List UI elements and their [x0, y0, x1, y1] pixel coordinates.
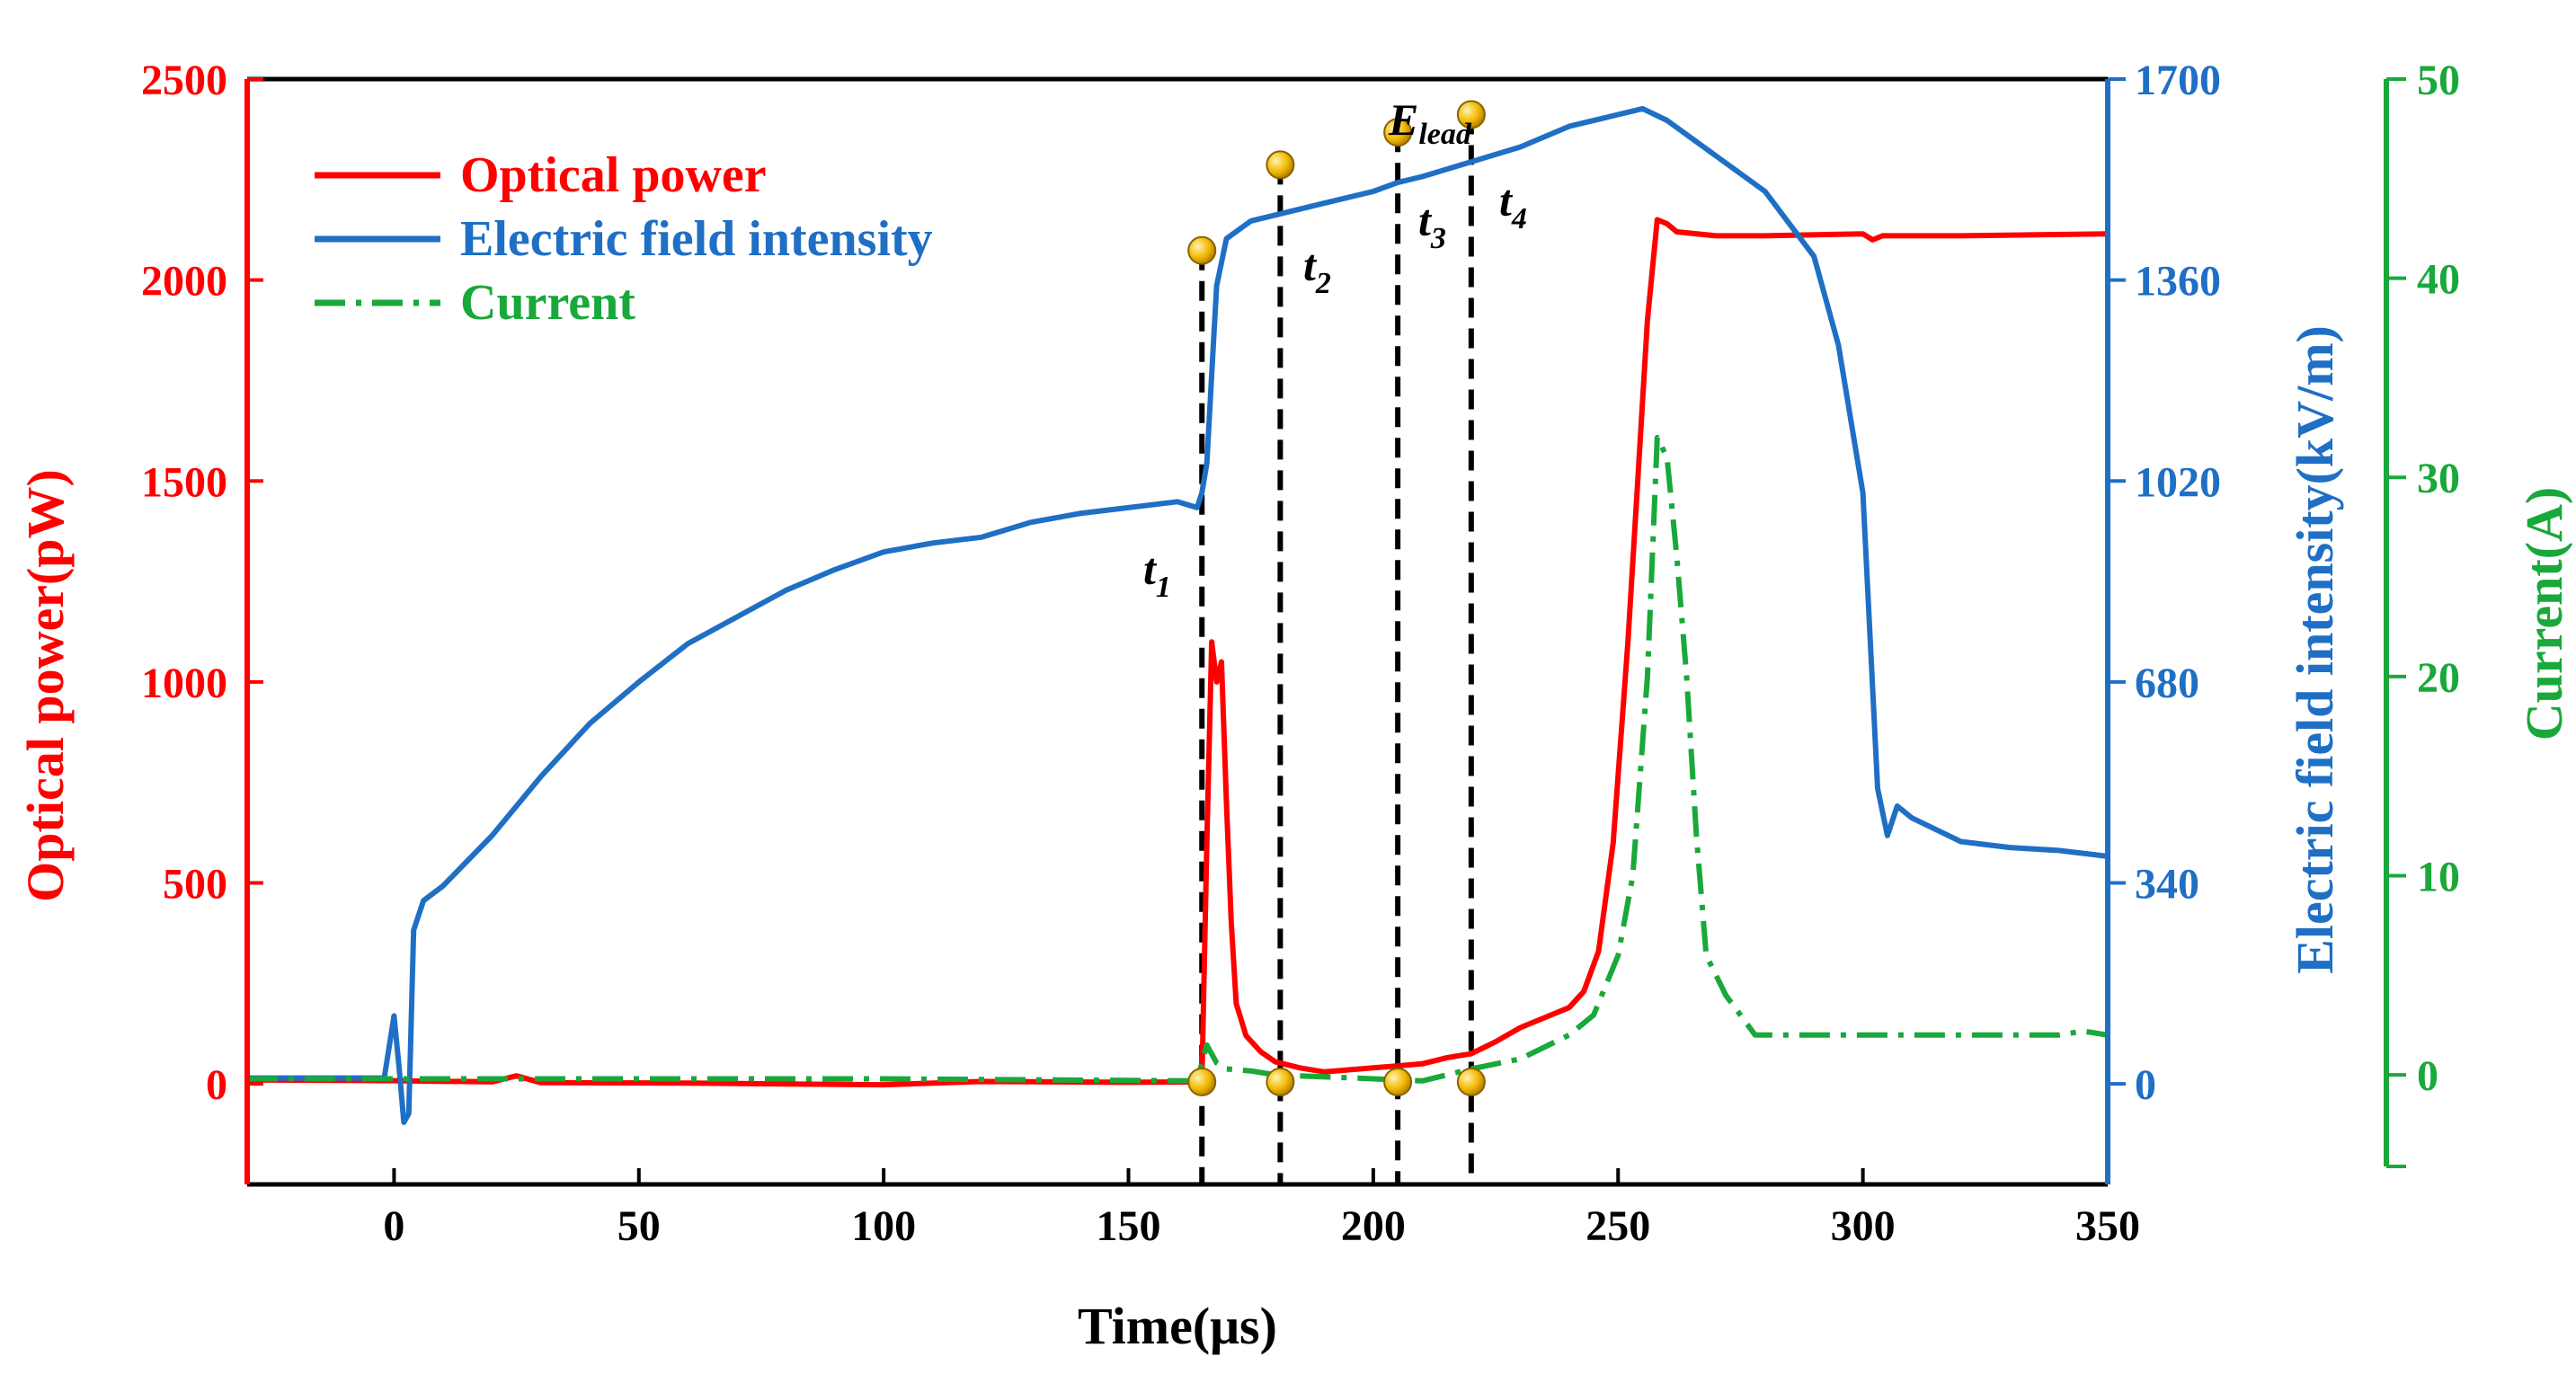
- optical-power-tick-label: 1000: [141, 660, 227, 707]
- legend-label-optical-power: Optical power: [460, 147, 767, 203]
- time-marker-point: [1187, 1067, 1217, 1096]
- electric-field-tick-label: 1700: [2135, 57, 2221, 104]
- optical-power-tick-label: 0: [206, 1061, 227, 1109]
- current-tick-label: 30: [2417, 455, 2460, 502]
- electric-field-tick-label: 1020: [2135, 458, 2221, 506]
- series-current: [247, 434, 2109, 1084]
- time-marker-point: [1266, 1067, 1295, 1096]
- current-axis-title: Current(A): [2515, 487, 2573, 740]
- optical-power-axis-title: Optical power(pW): [16, 469, 75, 902]
- electric-field-tick-label: 340: [2135, 861, 2199, 909]
- current-tick-label: 40: [2417, 256, 2460, 304]
- time-marker-point: [1456, 1067, 1486, 1096]
- annotation-t3: t3: [1418, 195, 1446, 255]
- current-tick-label: 0: [2417, 1052, 2438, 1100]
- legend: Optical power Electric field intensity C…: [315, 147, 933, 331]
- current-tick-label: 50: [2417, 57, 2460, 104]
- x-tick-label: 200: [1341, 1202, 1406, 1250]
- legend-label-current: Current: [460, 275, 635, 331]
- optical-power-tick-label: 2000: [141, 258, 227, 306]
- optical-power-tick-label: 2500: [141, 57, 227, 104]
- series-optical-power: [246, 217, 2109, 1088]
- time-markers: [1187, 100, 1486, 1096]
- electric-field-tick-label: 1360: [2135, 258, 2221, 306]
- series-lines: [246, 105, 2109, 1125]
- electric-field-axis-title: Electric field intensity(kV/m): [2286, 325, 2344, 974]
- time-marker-point: [1383, 118, 1413, 147]
- legend-label-electric-field: Electric field intensity: [460, 211, 933, 267]
- current-tick-label: 10: [2417, 853, 2460, 900]
- axes: 0 50 100 150 200 250 300 3500500100015002000250…: [141, 57, 2460, 1250]
- electric-field-tick-label: 680: [2135, 660, 2199, 707]
- annotation-e-lead: Elead: [1388, 94, 1472, 151]
- x-tick-label: 50: [617, 1202, 661, 1250]
- x-tick-label: 350: [2075, 1202, 2140, 1250]
- series-electric-field-intensity: [247, 105, 2109, 1125]
- annotation-t1: t1: [1143, 544, 1171, 604]
- time-marker-point: [1187, 235, 1217, 265]
- optical-power-tick-label: 500: [163, 861, 227, 909]
- x-axis-title: Time(μs): [1078, 1297, 1277, 1355]
- annotation-t4: t4: [1499, 175, 1527, 235]
- time-marker-point: [1383, 1067, 1413, 1096]
- x-tick-label: 150: [1097, 1202, 1161, 1250]
- optical-power-tick-label: 1500: [141, 458, 227, 506]
- x-tick-label: 0: [383, 1202, 404, 1250]
- current-tick-label: 20: [2417, 654, 2460, 702]
- time-marker-point: [1266, 150, 1295, 180]
- electric-field-tick-label: 0: [2135, 1061, 2156, 1109]
- x-tick-label: 250: [1586, 1202, 1650, 1250]
- x-tick-label: 300: [1831, 1202, 1896, 1250]
- annotation-t2: t2: [1303, 240, 1331, 300]
- time-marker-point: [1456, 100, 1486, 129]
- x-tick-label: 100: [851, 1202, 916, 1250]
